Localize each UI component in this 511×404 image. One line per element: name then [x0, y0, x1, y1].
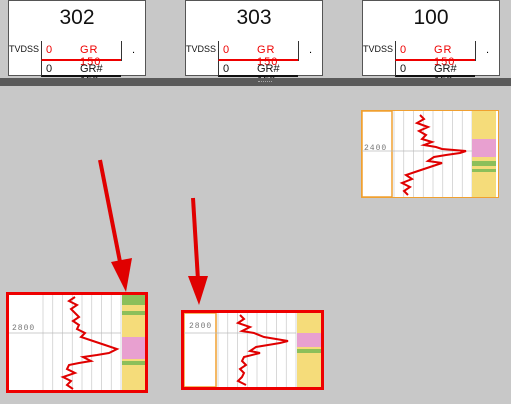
arrow-icon	[98, 159, 132, 292]
gr-min-value: 0	[223, 44, 230, 56]
gr-track-header[interactable]: 0 GR 150	[395, 41, 475, 68]
well-name: 303	[236, 6, 272, 29]
tvdss-label: TVDSS	[186, 44, 217, 54]
splitter-grip-icon[interactable]	[258, 81, 272, 84]
gr2-track-header[interactable]: 0 GR# 150	[41, 61, 121, 87]
extra-track-header[interactable]: .	[475, 41, 499, 61]
gr2-track-header[interactable]: 0 GR# 150	[218, 61, 298, 87]
well-header-100[interactable]: 100 TVDSS 0 GR 150 . 0 GR# 150	[362, 0, 500, 87]
pane-splitter[interactable]	[0, 78, 511, 86]
facies-track	[472, 111, 496, 197]
gr-min-value: 0	[46, 44, 53, 56]
well-log-plot	[362, 111, 496, 198]
well-log-panel-100[interactable]: 2400	[361, 110, 499, 198]
well-log-panel-302[interactable]: 2800	[6, 292, 148, 393]
depth-track	[9, 295, 41, 390]
gr-curve	[399, 114, 467, 196]
gr-label-scale: GR 150	[434, 44, 475, 68]
extra-track-header[interactable]: .	[121, 41, 145, 61]
well-log-panel-303[interactable]: 2800	[181, 310, 324, 390]
gr-label: GR	[434, 44, 453, 56]
depth-label: 2400	[364, 144, 388, 153]
depth-track	[184, 313, 217, 387]
gr-curve	[235, 314, 289, 386]
tvdss-label: TVDSS	[363, 44, 394, 54]
gr2-min-value: 0	[46, 63, 53, 75]
well-header-303[interactable]: 303 TVDSS 0 GR 150 . 0 GR# 150	[185, 0, 323, 87]
well-log-plot	[9, 295, 145, 390]
gr2-min-value: 0	[223, 63, 230, 75]
gr-track-grid	[217, 313, 297, 387]
extra-track-header[interactable]: .	[298, 41, 322, 61]
gr-label: GR	[80, 44, 99, 56]
tvdss-label: TVDSS	[9, 44, 40, 54]
arrow-icon	[188, 197, 208, 305]
gr-track-header[interactable]: 0 GR 150	[218, 41, 298, 68]
gr-curve	[60, 296, 120, 390]
gr-label-scale: GR 150	[257, 44, 298, 68]
well-name: 100	[413, 6, 449, 29]
depth-label: 2800	[12, 324, 36, 333]
gr-label: GR	[257, 44, 276, 56]
depth-track	[362, 111, 393, 198]
gr-track-header[interactable]: 0 GR 150	[41, 41, 121, 68]
depth-label: 2800	[189, 322, 213, 331]
gr2-track-header[interactable]: 0 GR# 150	[395, 61, 475, 87]
gr-max-value: 150	[257, 56, 279, 68]
gr-max-value: 150	[80, 56, 102, 68]
gr-min-value: 0	[400, 44, 407, 56]
well-header-302[interactable]: 302 TVDSS 0 GR 150 . 0 GR# 150	[8, 0, 146, 87]
well-name: 302	[59, 6, 95, 29]
facies-track	[297, 313, 321, 387]
gr-track-grid	[42, 295, 122, 390]
gr2-min-value: 0	[400, 63, 407, 75]
well-log-plot	[184, 313, 321, 387]
facies-track	[122, 295, 145, 390]
gr-max-value: 150	[434, 56, 456, 68]
gr-label-scale: GR 150	[80, 44, 121, 68]
